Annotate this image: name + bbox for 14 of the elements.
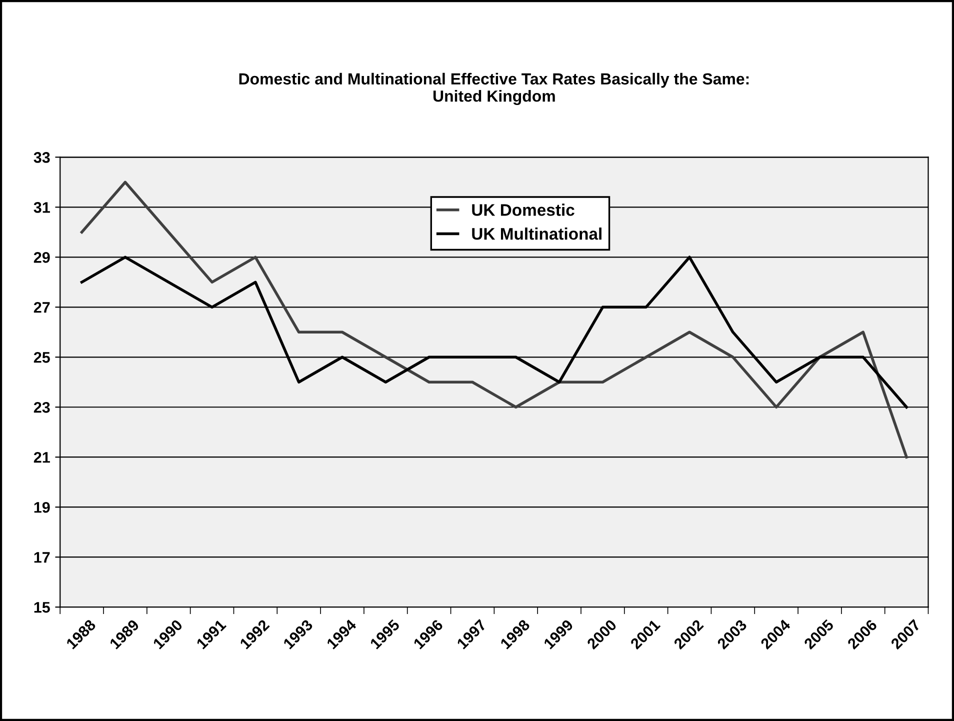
y-tick-label: 29 — [34, 252, 50, 263]
legend-label: UK Domestic — [472, 204, 574, 216]
line-series — [80, 180, 908, 459]
y-tick-label: 15 — [34, 602, 50, 613]
y-tick-label: 17 — [34, 552, 50, 563]
y-tick-label: 31 — [34, 202, 50, 213]
y-tick-label: 21 — [34, 452, 50, 463]
y-tick-label: 25 — [34, 352, 50, 363]
legend-label: UK Multinational — [472, 228, 602, 240]
y-tick-label: 23 — [34, 402, 50, 413]
y-tick-label: 27 — [34, 302, 50, 313]
y-tick-label: 19 — [34, 502, 50, 513]
chart-title: Domestic and Multinational Effective Tax Rates Basically the Same: United Kingdom — [239, 72, 749, 106]
y-tick-label: 33 — [34, 152, 50, 163]
